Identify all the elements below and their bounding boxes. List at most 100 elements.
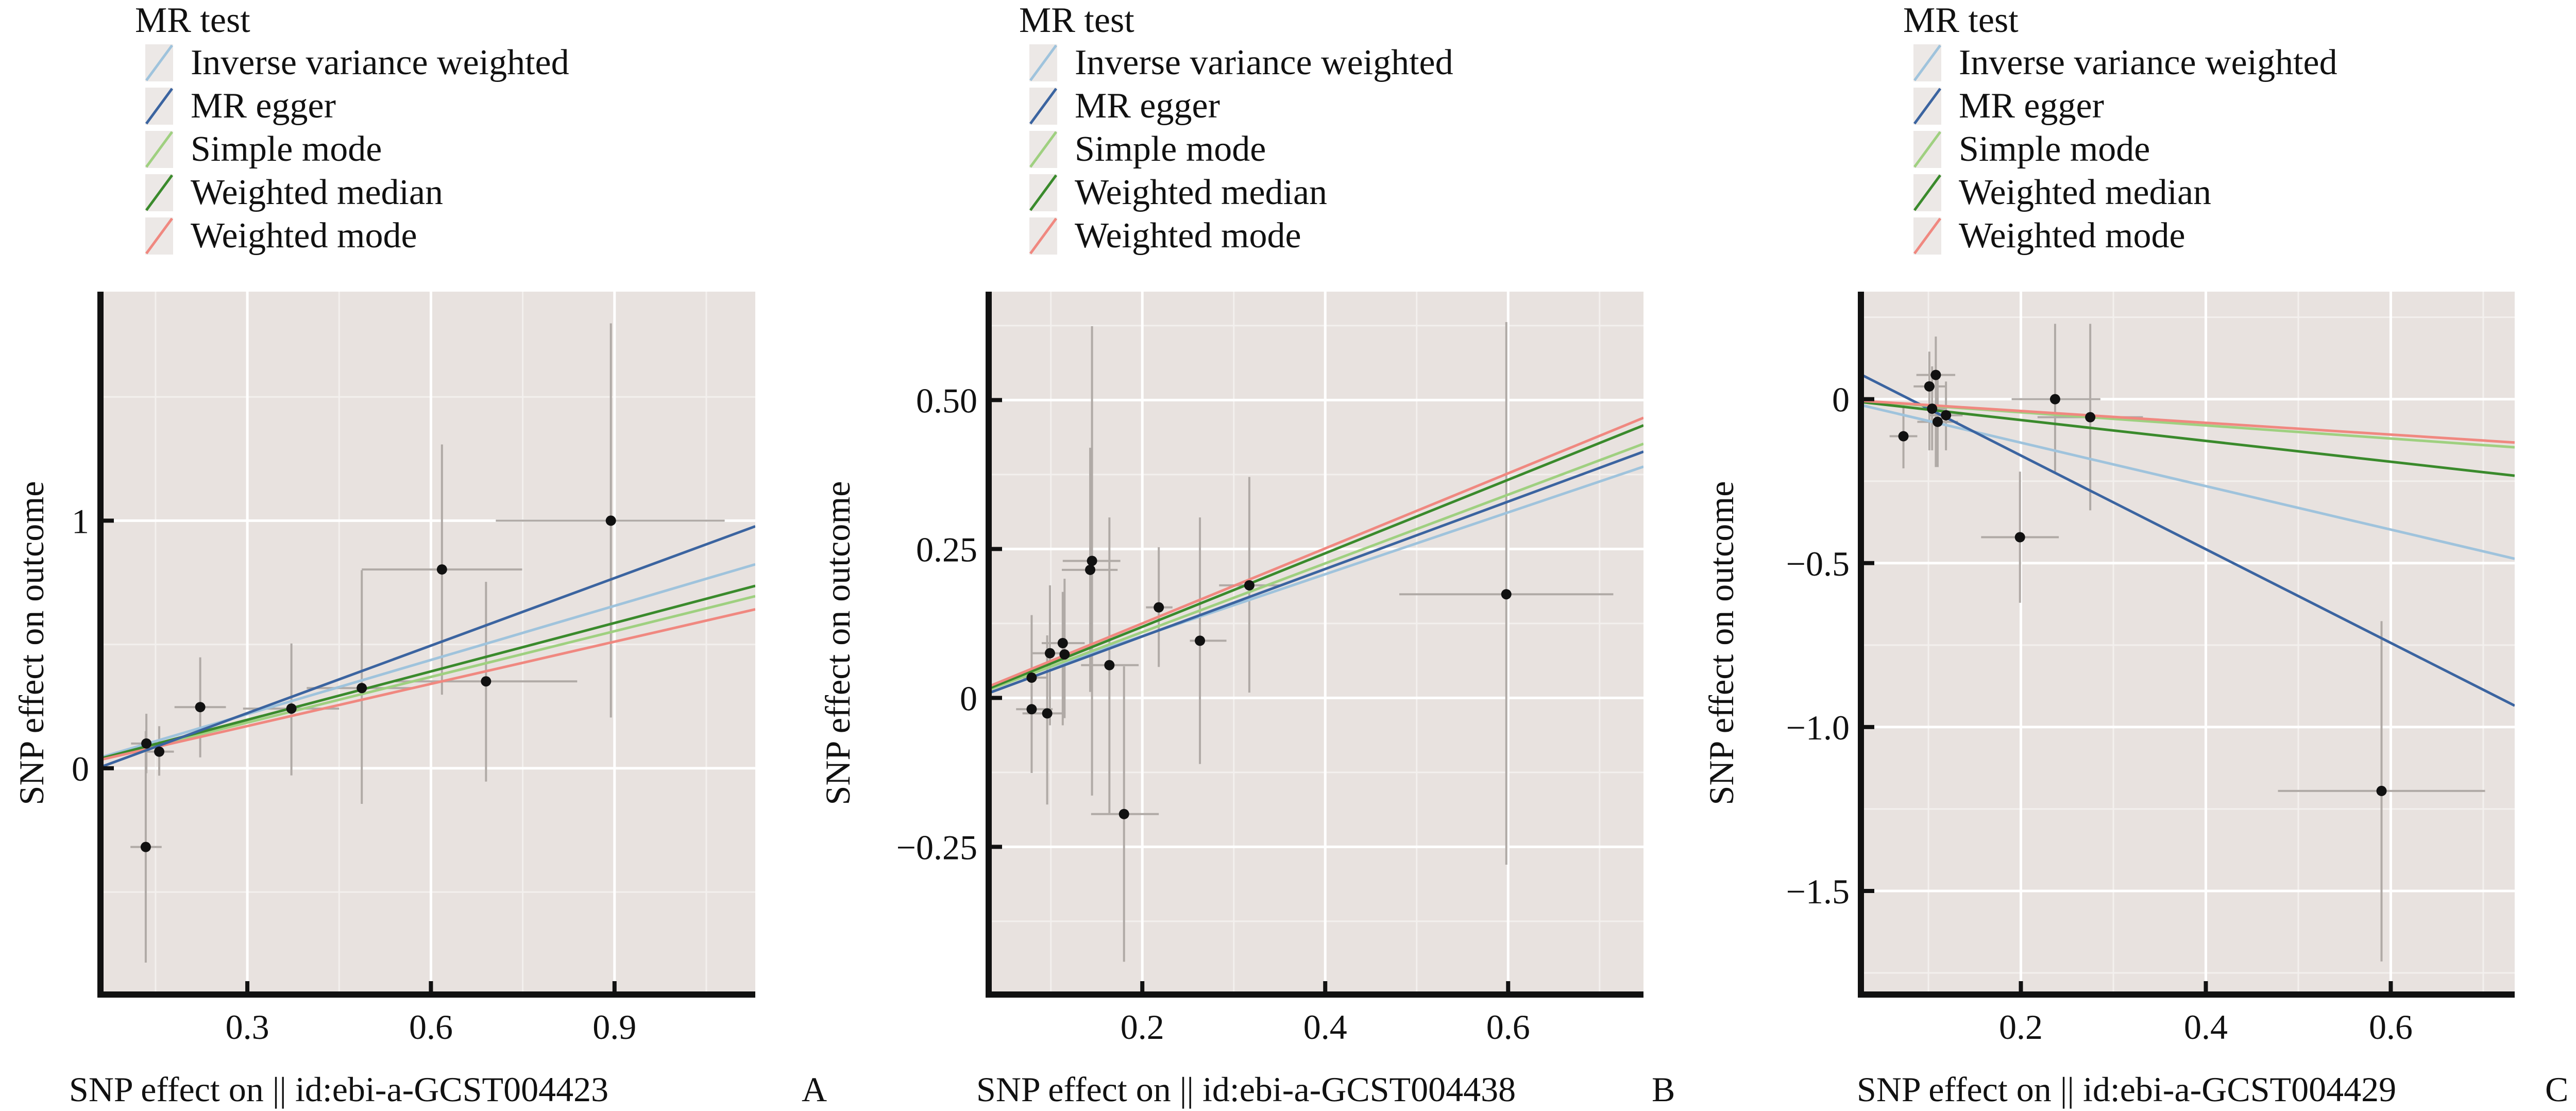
legend-item: Simple mode xyxy=(145,129,382,169)
regression-lines xyxy=(100,525,755,769)
data-point xyxy=(1044,648,1055,659)
legend-line-icon xyxy=(145,131,174,168)
legend-line-icon xyxy=(1913,88,1942,125)
x-tick-label: 0.6 xyxy=(1486,1007,1530,1047)
legend-line-icon xyxy=(1913,44,1942,81)
panel-c: 0.2 0.4 0.6 −1.5 −1.0 −0.5 0 SNP effect on outc… xyxy=(1702,1,2568,1109)
line-weighted-mode xyxy=(989,416,1643,688)
legend-line-icon xyxy=(145,174,174,211)
legend-line-icon xyxy=(1029,217,1058,255)
legend-line-icon xyxy=(145,217,174,255)
plot-background xyxy=(100,292,755,995)
data-point xyxy=(1941,410,1952,420)
line-weighted-mode xyxy=(100,608,755,761)
legend-item: Simple mode xyxy=(1913,129,2150,169)
legend-label: Weighted median xyxy=(1959,173,2211,212)
data-point xyxy=(1898,431,1909,442)
line-weighted-median xyxy=(100,584,755,760)
legend-title: MR test xyxy=(1903,1,2019,40)
data-point xyxy=(1104,660,1115,670)
legend-title: MR test xyxy=(1019,1,1134,40)
data-point xyxy=(195,702,206,713)
y-tick-label: 0 xyxy=(960,679,977,718)
y-tick-label: −1.5 xyxy=(1786,872,1850,911)
legend-item: Weighted median xyxy=(145,173,443,212)
y-axis-title: SNP effect on outcome xyxy=(12,481,51,805)
data-point xyxy=(1930,369,1941,380)
x-tick-label: 0.2 xyxy=(1999,1007,2043,1047)
data-point xyxy=(1026,672,1037,683)
legend-line-icon xyxy=(1913,217,1942,255)
data-point xyxy=(1924,381,1935,392)
data-point xyxy=(1042,708,1053,719)
line-mr-egger xyxy=(1861,373,2515,707)
legend-line-icon xyxy=(1913,174,1942,211)
legend-item: Weighted median xyxy=(1913,173,2211,212)
x-tick-label: 0.4 xyxy=(2184,1007,2228,1047)
data-point xyxy=(1244,580,1255,591)
legend-label: Simple mode xyxy=(1075,129,1266,169)
legend-item: Inverse variance weighted xyxy=(1913,43,2337,82)
y-tick-label: −0.5 xyxy=(1786,544,1850,583)
y-tick-label: 1 xyxy=(72,501,89,541)
data-point xyxy=(1195,635,1206,646)
legend-line-icon xyxy=(1029,88,1058,125)
legend-label: Weighted mode xyxy=(191,216,417,256)
panel-letter: B xyxy=(1652,1070,1675,1109)
gridlines xyxy=(1861,292,2515,995)
legend-label: MR egger xyxy=(1075,86,1220,126)
legend-label: Inverse variance weighted xyxy=(1959,43,2337,82)
x-tick-label: 0.3 xyxy=(226,1007,269,1047)
legend-label: Inverse variance weighted xyxy=(1075,43,1453,82)
data-point xyxy=(436,564,447,575)
x-tick-label: 0.9 xyxy=(592,1007,636,1047)
data-point xyxy=(1501,589,1512,600)
x-tick-label: 0.6 xyxy=(409,1007,453,1047)
legend-item: Weighted mode xyxy=(1029,216,1301,256)
plot-background xyxy=(989,292,1643,995)
plot-background xyxy=(1861,292,2515,995)
x-tick-label: 0.4 xyxy=(1303,1007,1347,1047)
data-point xyxy=(2376,785,2387,796)
legend-line-icon xyxy=(145,44,174,81)
legend-label: MR egger xyxy=(1959,86,2104,126)
data-point xyxy=(1927,403,1938,414)
panel-b: 0.2 0.4 0.6 −0.25 0 0.25 0.50 SNP effect on out… xyxy=(818,1,1675,1109)
legend-item: MR egger xyxy=(145,86,336,126)
legend-item: Inverse variance weighted xyxy=(1029,43,1453,82)
y-tick-label: 0.50 xyxy=(916,381,977,420)
data-point xyxy=(1026,704,1037,715)
legend-title: MR test xyxy=(135,1,250,40)
x-axis-title: SNP effect on || id:ebi-a-GCST004429 xyxy=(1857,1070,2396,1109)
data-point xyxy=(357,683,367,694)
legend-line-icon xyxy=(1029,131,1058,168)
data-point xyxy=(605,515,616,526)
x-axis-title: SNP effect on || id:ebi-a-GCST004423 xyxy=(69,1070,608,1109)
legend-line-icon xyxy=(1029,174,1058,211)
data-point xyxy=(2014,532,2025,543)
data-point xyxy=(2085,412,2096,423)
y-tick-label: −0.25 xyxy=(896,828,977,867)
y-tick-label: 0.25 xyxy=(916,530,977,569)
legend-label: Weighted mode xyxy=(1075,216,1301,256)
legend-item: MR egger xyxy=(1913,86,2104,126)
legend-item: MR egger xyxy=(1029,86,1220,126)
panel-letter: A xyxy=(802,1070,827,1109)
legend-label: Weighted mode xyxy=(1959,216,2185,256)
data-point xyxy=(1154,602,1164,613)
x-tick-label: 0.2 xyxy=(1121,1007,1164,1047)
data-point xyxy=(141,738,152,749)
data-point xyxy=(1057,638,1068,648)
line-inverse-variance-weighted xyxy=(100,563,755,759)
data-point xyxy=(1118,809,1129,819)
line-inverse-variance-weighted xyxy=(989,465,1643,689)
x-tick-label: 0.6 xyxy=(2369,1007,2413,1047)
regression-lines xyxy=(989,416,1643,695)
data-point xyxy=(140,841,151,852)
legend-label: Inverse variance weighted xyxy=(191,43,569,82)
y-axis-title: SNP effect on outcome xyxy=(818,481,857,805)
y-tick-label: 0 xyxy=(1832,380,1850,419)
panel-letter: C xyxy=(2545,1070,2568,1109)
